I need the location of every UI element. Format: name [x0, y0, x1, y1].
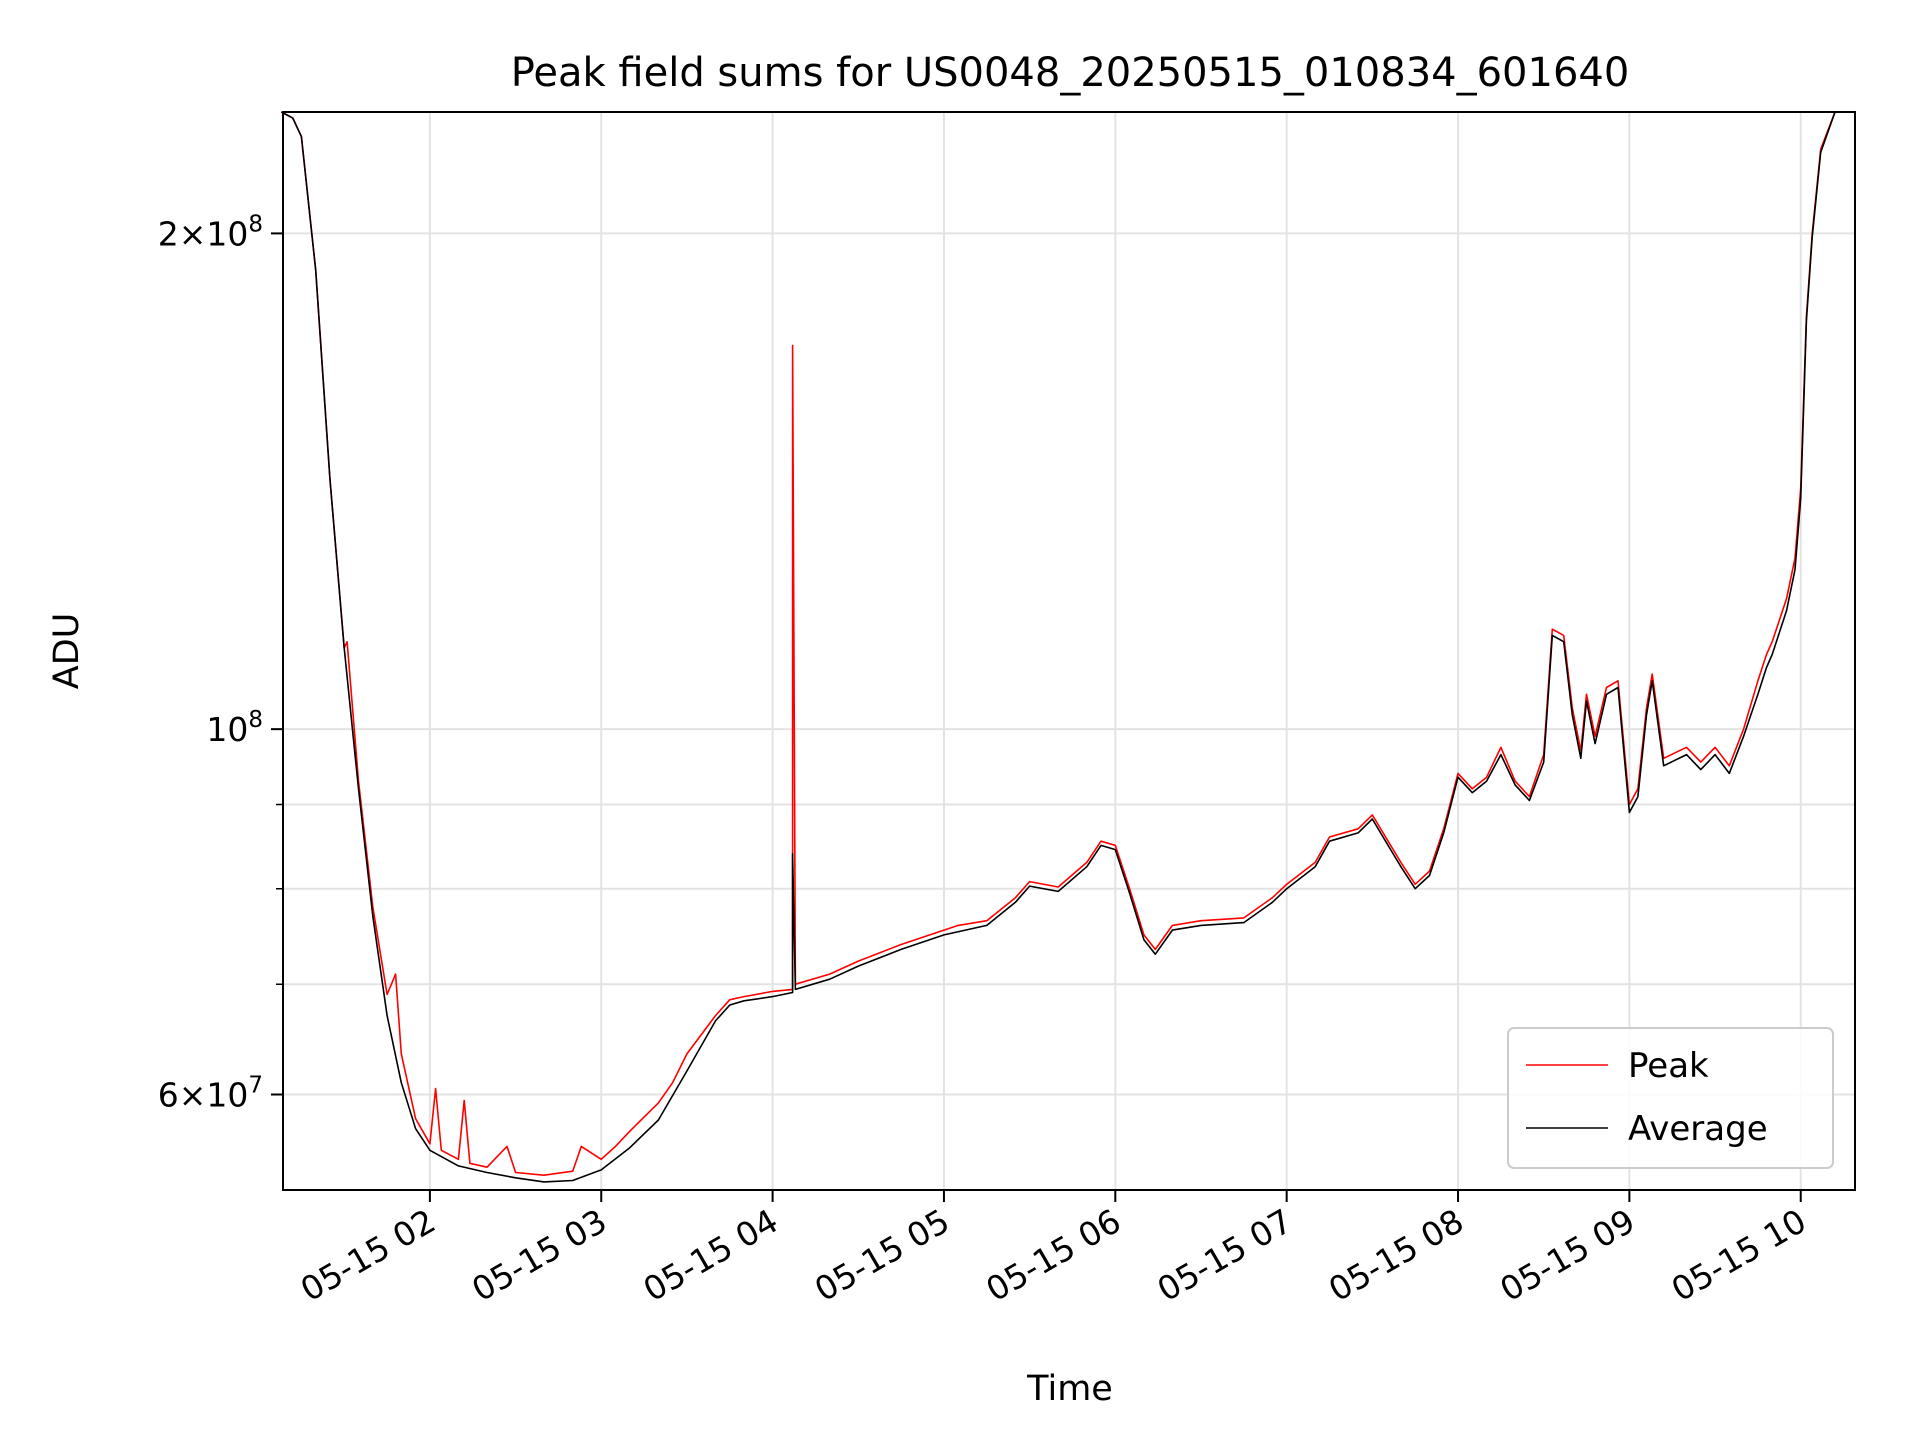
series-line-peak — [281, 111, 1855, 1176]
plot-frame — [282, 111, 1856, 1191]
y-tick-label: 2×108 — [158, 211, 263, 253]
x-axis-label: Time — [1026, 1369, 1113, 1409]
y-tick-label: 6×107 — [158, 1072, 263, 1114]
legend: Peak Average — [1507, 1027, 1834, 1169]
plot-series — [281, 111, 1855, 1183]
legend-label-average: Average — [1628, 1109, 1768, 1149]
y-axis-label: ADU — [47, 613, 87, 690]
chart-title: Peak field sums for US0048_20250515_0108… — [511, 50, 1630, 96]
legend-label-peak: Peak — [1628, 1046, 1709, 1086]
series-line-average — [281, 111, 1855, 1183]
legend-frame — [1507, 1027, 1834, 1169]
